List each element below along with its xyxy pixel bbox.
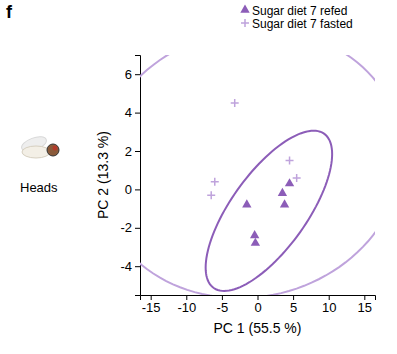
legend: Sugar diet 7 refedSugar diet 7 fasted: [240, 4, 352, 31]
legend-label: Sugar diet 7 refed: [252, 4, 347, 18]
legend-item: Sugar diet 7 fasted: [241, 17, 353, 31]
y-tick: -4: [120, 259, 140, 274]
y-axis-line: [135, 56, 141, 296]
y-axis: -4 -2 0 2 4 6: [120, 56, 140, 296]
chart: -15 -10 -5 0 5 10 15 -4 -2 0 2 4 6 PC 1 (55.5 %) PC 2 …: [0, 0, 397, 354]
point: [286, 157, 294, 165]
point: [207, 191, 215, 199]
point: [231, 99, 239, 107]
fly-head: [47, 144, 59, 156]
y-tick-label: 0: [125, 182, 132, 197]
legend-marker: [240, 5, 249, 13]
y-tick: 4: [125, 105, 140, 120]
confidence-ellipse: [140, 55, 375, 295]
point: [250, 230, 259, 238]
panel-label: f: [6, 2, 13, 22]
y-tick-label: 4: [125, 105, 132, 120]
x-tick-label: 15: [358, 300, 372, 315]
y-tick: -2: [120, 220, 140, 235]
x-axis-title: PC 1 (55.5 %): [214, 320, 302, 336]
y-tick: 6: [125, 67, 140, 82]
y-tick: 0: [125, 182, 140, 197]
x-tick: 15: [358, 295, 372, 315]
plot-area: [140, 55, 375, 295]
y-tick: 2: [125, 144, 140, 159]
point: [211, 178, 219, 186]
y-tick-label: 2: [125, 144, 132, 159]
y-tick-mark: [135, 266, 140, 267]
x-tick-label: -10: [177, 300, 196, 315]
fly-eye: [53, 146, 58, 151]
x-tick: -15: [142, 295, 161, 315]
point: [293, 174, 301, 182]
y-tick-mark: [135, 228, 140, 229]
x-axis: -15 -10 -5 0 5 10 15: [141, 295, 376, 315]
sample-label: Heads: [20, 180, 58, 195]
y-axis-title: PC 2 (13.3 %): [95, 131, 111, 219]
x-tick: 5: [290, 295, 297, 315]
legend-label: Sugar diet 7 fasted: [252, 17, 353, 31]
y-tick-mark: [135, 74, 140, 75]
y-tick-label: -2: [120, 220, 132, 235]
point: [251, 238, 260, 246]
point: [278, 188, 287, 196]
y-tick-mark: [135, 113, 140, 114]
confidence-ellipse: [206, 131, 332, 291]
fly-body: [22, 146, 50, 158]
x-tick: 10: [322, 295, 336, 315]
x-tick: -10: [177, 295, 196, 315]
x-tick-label: 10: [322, 300, 336, 315]
point: [242, 199, 251, 207]
x-tick-label: 5: [290, 300, 297, 315]
y-tick-label: 6: [125, 67, 132, 82]
y-tick-mark: [135, 151, 140, 152]
legend-marker: [241, 19, 249, 27]
point: [285, 178, 294, 186]
x-tick: -5: [217, 295, 229, 315]
x-tick-label: -15: [142, 300, 161, 315]
x-tick-label: -5: [217, 300, 229, 315]
point: [280, 199, 289, 207]
x-tick-label: 0: [254, 300, 261, 315]
fly-icon: [20, 134, 59, 158]
y-tick-label: -4: [120, 259, 132, 274]
x-tick: 0: [254, 295, 261, 315]
legend-item: Sugar diet 7 refed: [240, 4, 347, 18]
y-tick-mark: [135, 189, 140, 190]
